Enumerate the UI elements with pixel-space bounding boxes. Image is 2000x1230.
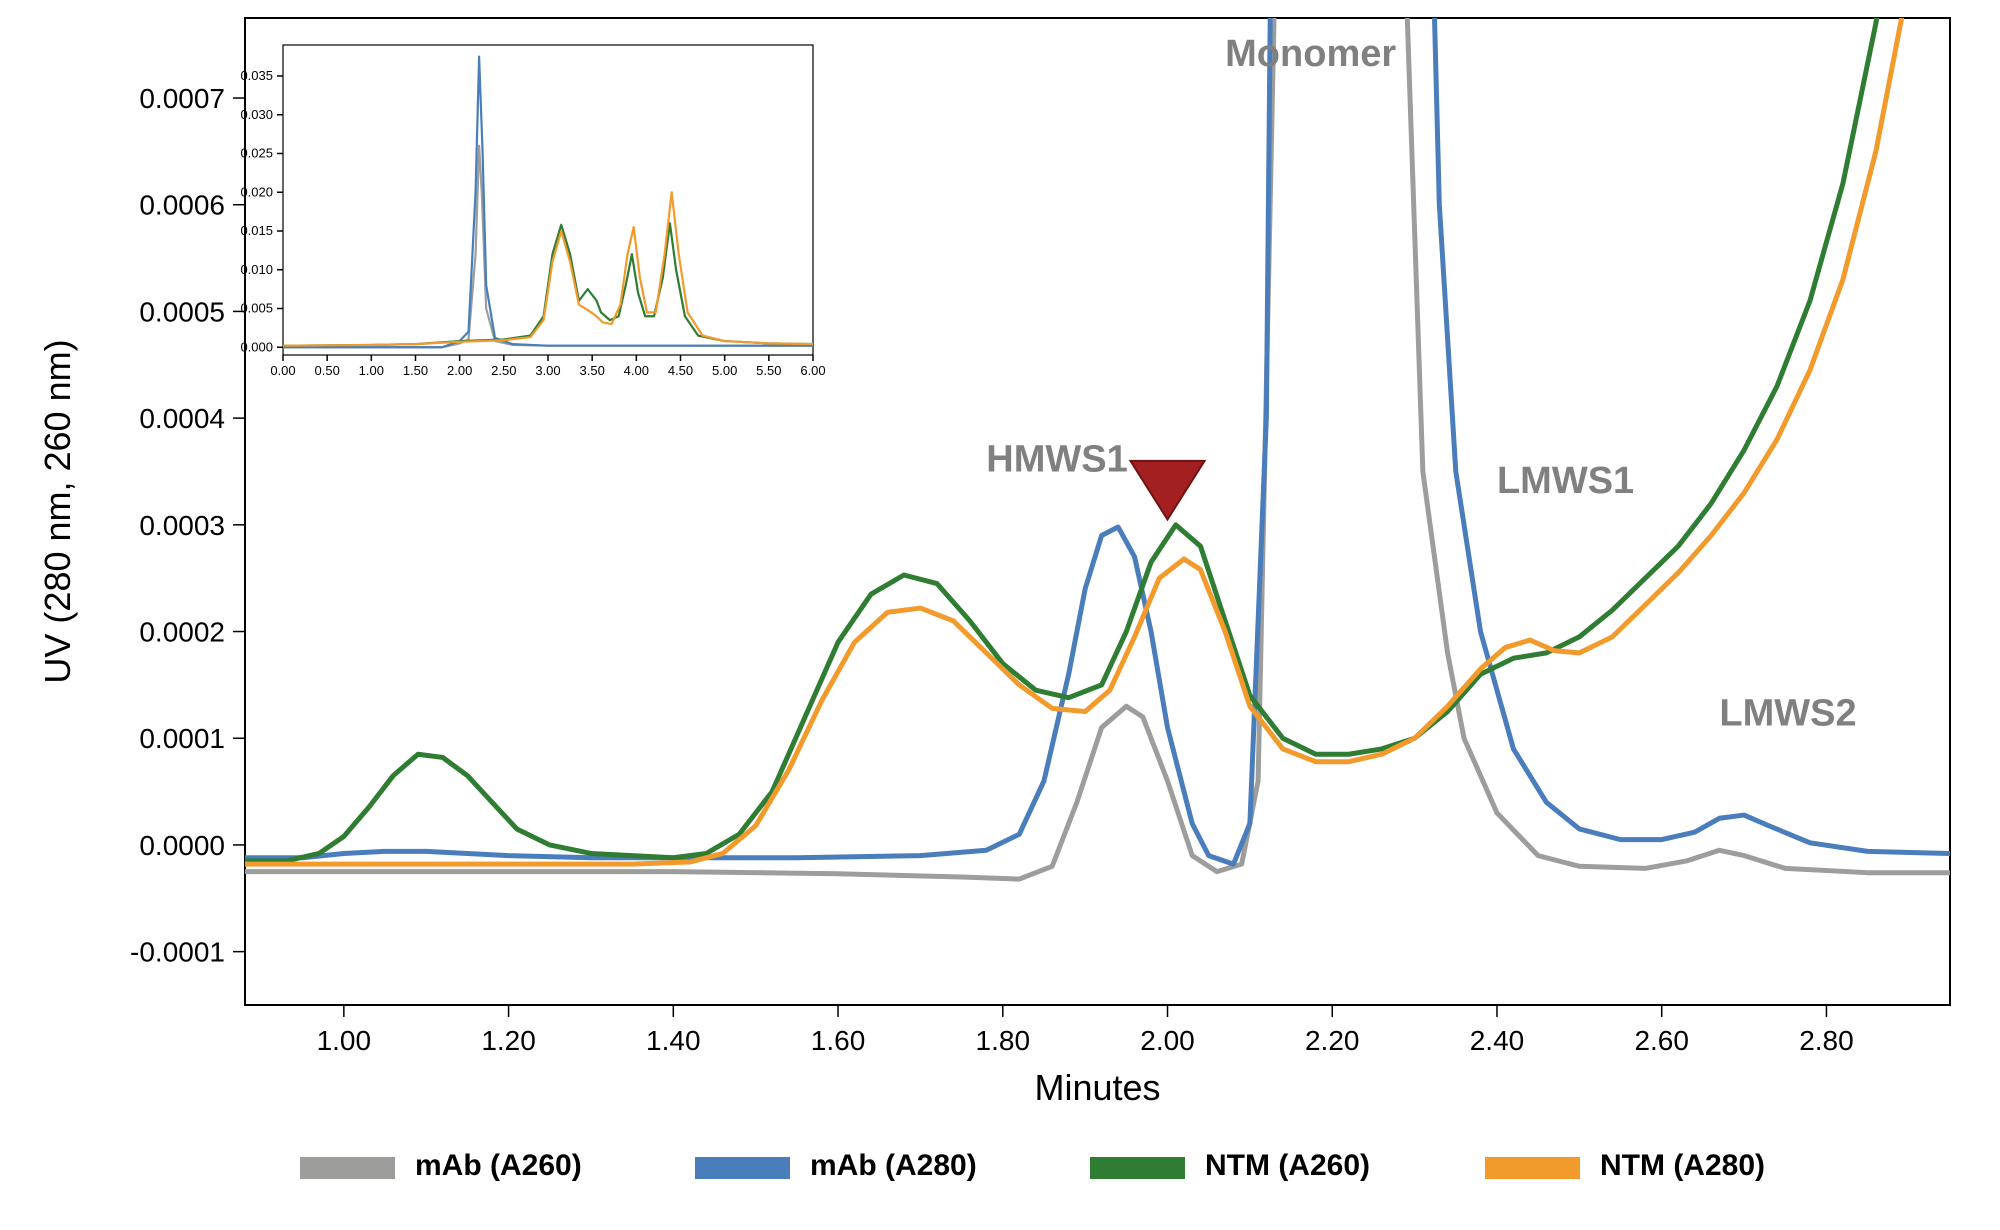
y-tick-label: 0.0005	[139, 296, 225, 327]
x-tick-label: 2.40	[1470, 1025, 1525, 1056]
x-tick-label: 1.20	[481, 1025, 536, 1056]
inset-x-tick: 3.00	[535, 363, 560, 378]
x-tick-label: 2.80	[1799, 1025, 1854, 1056]
inset-x-tick: 0.00	[270, 363, 295, 378]
x-axis-ticks: 1.00 1.20 1.40 1.60 1.80 2.00 2.20 2.40 2.60 2.80	[317, 1005, 1854, 1056]
inset-y-tick: 0.000	[240, 339, 273, 354]
y-tick-label: 0.0000	[139, 830, 225, 861]
legend-swatch	[1485, 1157, 1580, 1179]
legend-swatch	[300, 1157, 395, 1179]
inset-x-tick: 0.50	[315, 363, 340, 378]
inset-x-tick: 2.50	[491, 363, 516, 378]
y-tick-label: 0.0006	[139, 190, 225, 221]
inset-x-tick: 4.50	[668, 363, 693, 378]
x-tick-label: 2.60	[1634, 1025, 1689, 1056]
inset-y-tick: 0.030	[240, 107, 273, 122]
y-tick-label: 0.0001	[139, 723, 225, 754]
y-tick-label: 0.0002	[139, 617, 225, 648]
inset-y-tick: 0.005	[240, 301, 273, 316]
x-axis-title: Minutes	[1034, 1067, 1160, 1108]
y-tick-label: 0.0003	[139, 510, 225, 541]
inset-y-tick: 0.010	[240, 262, 273, 277]
legend-label: NTM (A260)	[1205, 1149, 1370, 1182]
y-tick-label: 0.0007	[139, 83, 225, 114]
annotation-label: HMWS1	[986, 438, 1127, 480]
inset-y-tick: 0.020	[240, 184, 273, 199]
chromatogram-chart: 1.00 1.20 1.40 1.60 1.80 2.00 2.20 2.40 2.60 2.80…	[0, 0, 2000, 1225]
x-tick-label: 1.80	[976, 1025, 1031, 1056]
x-tick-label: 1.60	[811, 1025, 866, 1056]
y-axis-title: UV (280 nm, 260 nm)	[37, 339, 78, 683]
inset-x-tick: 5.00	[712, 363, 737, 378]
legend-swatch	[695, 1157, 790, 1179]
inset-y-tick: 0.025	[240, 146, 273, 161]
legend-label: mAb (A280)	[810, 1149, 977, 1182]
x-tick-label: 1.40	[646, 1025, 701, 1056]
annotation-label: LMWS2	[1719, 692, 1856, 734]
legend-label: NTM (A280)	[1600, 1149, 1765, 1182]
inset-x-tick: 2.00	[447, 363, 472, 378]
x-tick-label: 2.20	[1305, 1025, 1360, 1056]
inset-x-tick: 4.00	[624, 363, 649, 378]
inset-y-tick: 0.035	[240, 68, 273, 83]
y-tick-label: 0.0004	[139, 403, 225, 434]
legend-swatch	[1090, 1157, 1185, 1179]
inset-x-tick: 3.50	[580, 363, 605, 378]
annotation-label: LMWS1	[1497, 460, 1634, 502]
y-axis-ticks: -0.0001 0.0000 0.0001 0.0002 0.0003 0.0004 0.0…	[130, 83, 245, 968]
x-tick-label: 2.00	[1140, 1025, 1195, 1056]
inset-plot-area	[283, 45, 813, 355]
inset-y-tick: 0.015	[240, 223, 273, 238]
legend-label: mAb (A260)	[415, 1149, 582, 1182]
inset-x-tick: 5.50	[756, 363, 781, 378]
annotation-label: Monomer	[1225, 33, 1396, 75]
inset-x-tick: 6.00	[800, 363, 825, 378]
x-tick-label: 1.00	[317, 1025, 372, 1056]
inset-x-tick: 1.00	[359, 363, 384, 378]
inset-x-tick: 1.50	[403, 363, 428, 378]
legend: mAb (A260) mAb (A280) NTM (A260) NTM (A280)	[300, 1149, 1765, 1182]
y-tick-label: -0.0001	[130, 937, 225, 968]
